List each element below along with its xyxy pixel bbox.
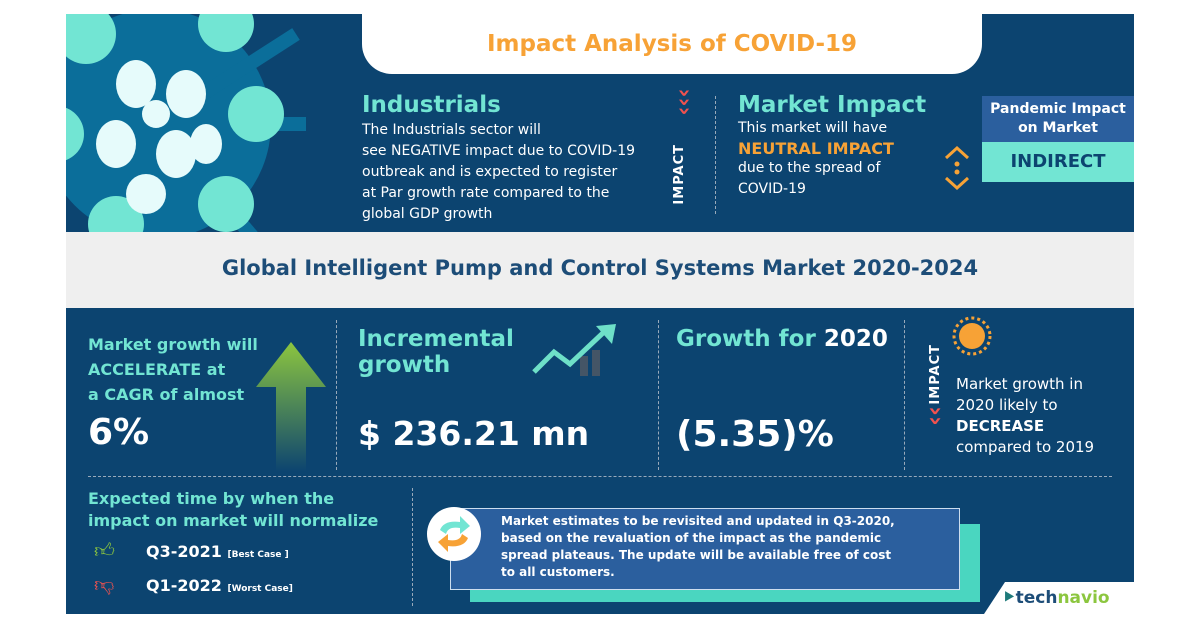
impact-label: IMPACT <box>672 144 687 205</box>
growth-impact-line: compared to 2019 <box>956 438 1095 456</box>
decrease-label: DECREASE <box>956 417 1045 435</box>
industrials-heading: Industrials <box>362 92 501 118</box>
chevrons-down-icon: ›› <box>921 406 950 426</box>
header-box: Impact Analysis of COVID-19 <box>362 14 982 74</box>
market-impact-heading: Market Impact <box>738 92 927 118</box>
refresh-icon <box>427 507 481 561</box>
market-impact-line: COVID-19 <box>738 181 806 197</box>
note-box: Market estimates to be revisited and upd… <box>450 508 960 590</box>
worst-case-note: [Worst Case] <box>227 584 293 594</box>
incremental-heading: Incremental growth <box>358 326 514 378</box>
note-line: based on the revaluation of the impact a… <box>501 531 882 545</box>
best-case-note: [Best Case ] <box>227 550 289 560</box>
logo-text: navio <box>1057 588 1110 608</box>
logo-text: tech <box>1015 588 1058 608</box>
cagr-line: a CAGR of almost <box>88 385 245 404</box>
divider <box>658 320 659 470</box>
normalize-heading: Expected time by when the <box>88 489 335 508</box>
divider <box>715 96 716 214</box>
chevrons-down-icon: ››› <box>671 88 697 116</box>
industrials-line: global GDP growth <box>362 206 493 222</box>
page-title: Impact Analysis of COVID-19 <box>486 31 858 57</box>
market-title-band: Global Intelligent Pump and Control Syst… <box>66 232 1134 308</box>
technavio-logo: ⯈technavio <box>1002 588 1110 608</box>
divider <box>412 488 413 606</box>
note-line: to all customers. <box>501 565 615 579</box>
divider <box>904 320 905 470</box>
best-case-date: Q3-2021 <box>146 542 222 561</box>
cagr-value: 6% <box>88 412 150 453</box>
cagr-line: ACCELERATE at <box>88 360 226 379</box>
note-line: spread plateaus. The update will be avai… <box>501 548 892 562</box>
growth-heading: Growth for <box>676 326 824 352</box>
pandemic-impact-value: INDIRECT <box>982 142 1134 182</box>
thumbs-up-icon: 👍︎ <box>94 538 115 562</box>
incremental-value: $ 236.21 mn <box>358 414 590 453</box>
pandemic-impact-label: Pandemic Impact on Market <box>982 96 1134 142</box>
industrials-line: The Industrials sector will <box>362 122 541 138</box>
growth-chart-icon <box>532 324 616 376</box>
divider <box>88 476 1112 477</box>
market-title: Global Intelligent Pump and Control Syst… <box>221 256 979 280</box>
divider <box>336 320 337 470</box>
normalize-heading: impact on market will normalize <box>88 511 379 530</box>
industrials-line: outbreak and is expected to register <box>362 164 618 180</box>
thumbs-down-icon: 👎︎ <box>94 572 115 596</box>
infographic: Impact Analysis of COVID-19 Industrials … <box>66 14 1134 614</box>
industrials-line: see NEGATIVE impact due to COVID-19 <box>362 143 636 159</box>
cagr-line: Market growth will <box>88 335 258 354</box>
neutral-arrows-icon <box>944 145 970 191</box>
neutral-impact: NEUTRAL IMPACT <box>738 139 894 158</box>
industrials-line: at Par growth rate compared to the <box>362 185 610 201</box>
market-impact-line: due to the spread of <box>738 160 881 176</box>
arrow-up-icon <box>256 342 326 472</box>
brand-box <box>984 582 1134 614</box>
growth-impact-line: Market growth in <box>956 375 1083 393</box>
note-line: Market estimates to be revisited and upd… <box>501 514 895 528</box>
growth-impact-line: 2020 likely to <box>956 396 1058 414</box>
market-impact-line: This market will have <box>738 120 888 136</box>
worst-case-date: Q1-2022 <box>146 576 222 595</box>
growth-value: (5.35)% <box>676 414 834 455</box>
sun-icon <box>952 316 992 356</box>
growth-year: 2020 <box>823 326 888 352</box>
impact-label: IMPACT <box>928 344 943 405</box>
